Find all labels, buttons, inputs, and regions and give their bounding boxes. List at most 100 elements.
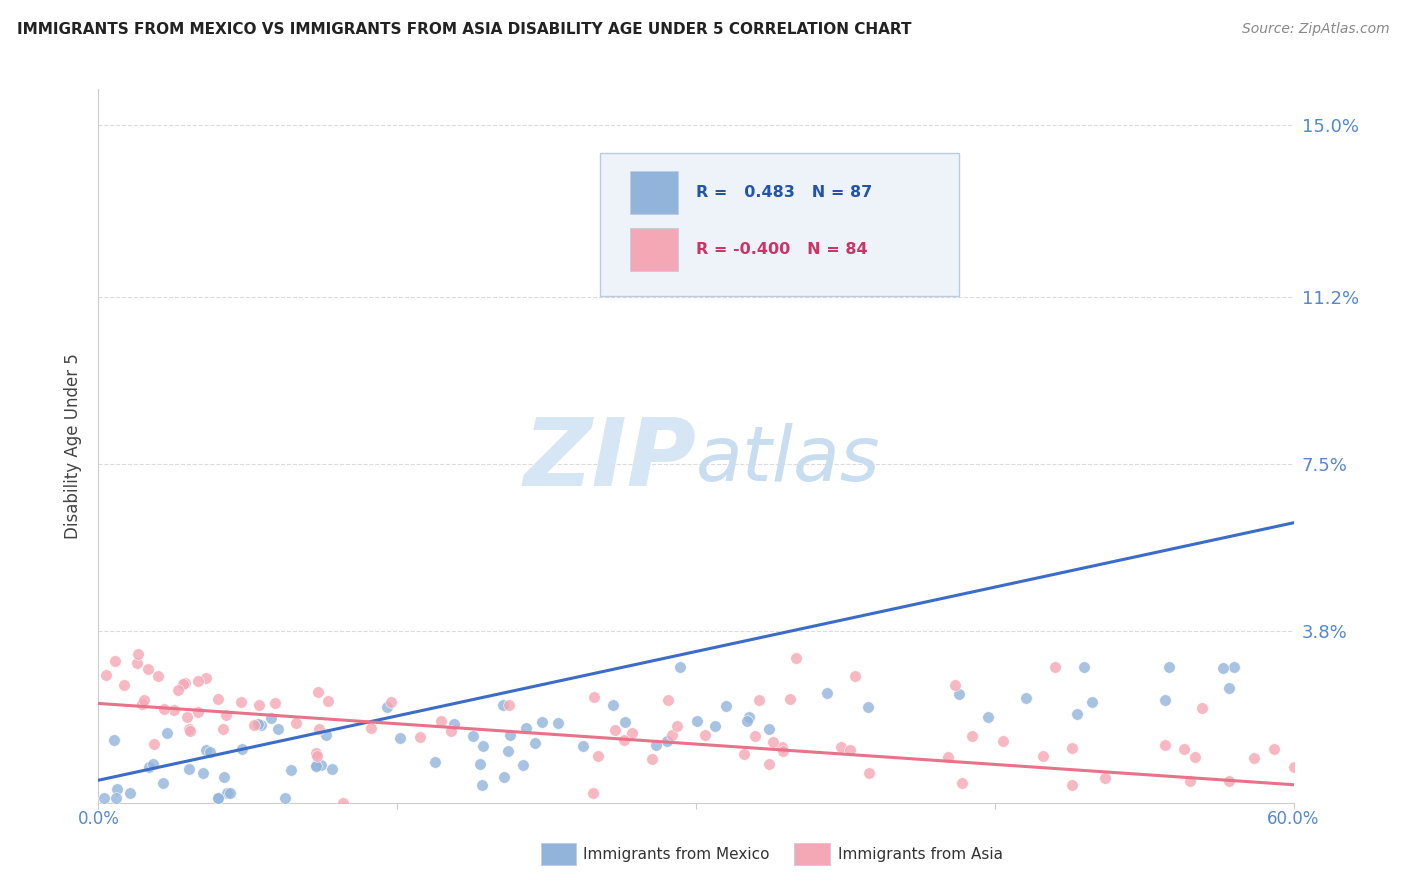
- Point: [207, 791, 229, 805]
- Point: [305, 759, 328, 773]
- Point: [217, 786, 239, 800]
- Point: [644, 738, 666, 752]
- Point: [195, 743, 218, 757]
- Text: Source: ZipAtlas.com: Source: ZipAtlas.com: [1241, 22, 1389, 37]
- Text: IMMIGRANTS FROM MEXICO VS IMMIGRANTS FROM ASIA DISABILITY AGE UNDER 5 CORRELATIO: IMMIGRANTS FROM MEXICO VS IMMIGRANTS FRO…: [17, 22, 911, 37]
- Point: [104, 654, 127, 668]
- Point: [1066, 707, 1088, 722]
- Point: [195, 671, 218, 685]
- Point: [657, 692, 679, 706]
- Point: [472, 739, 495, 753]
- Point: [1043, 660, 1066, 674]
- Point: [1062, 778, 1084, 792]
- Point: [263, 696, 285, 710]
- Point: [187, 673, 209, 688]
- Point: [134, 693, 156, 707]
- Point: [177, 723, 200, 737]
- Point: [1159, 660, 1181, 674]
- Point: [530, 714, 553, 729]
- Point: [547, 716, 569, 731]
- Point: [844, 669, 866, 683]
- Point: [950, 776, 973, 790]
- Point: [1094, 772, 1116, 786]
- Point: [779, 692, 801, 706]
- Point: [1060, 741, 1083, 756]
- Point: [737, 714, 759, 728]
- Point: [280, 764, 302, 778]
- Point: [613, 714, 636, 729]
- Point: [738, 710, 761, 724]
- Point: [785, 651, 807, 665]
- Point: [120, 786, 142, 800]
- Point: [112, 678, 135, 692]
- Point: [1243, 750, 1265, 764]
- Point: [231, 742, 253, 756]
- Point: [1218, 774, 1240, 789]
- Point: [714, 699, 737, 714]
- Point: [142, 756, 165, 771]
- Point: [948, 688, 970, 702]
- Point: [125, 656, 148, 670]
- Point: [207, 791, 229, 805]
- Point: [305, 746, 328, 760]
- Text: 60.0%: 60.0%: [1267, 810, 1320, 828]
- Point: [212, 722, 235, 736]
- Point: [512, 758, 534, 772]
- Point: [207, 692, 229, 706]
- Point: [733, 747, 755, 761]
- Point: [914, 195, 936, 210]
- Point: [463, 729, 485, 743]
- Point: [360, 722, 382, 736]
- Point: [586, 749, 609, 764]
- Point: [494, 770, 516, 784]
- Point: [93, 791, 115, 805]
- Y-axis label: Disability Age Under 5: Disability Age Under 5: [65, 353, 83, 539]
- Point: [770, 740, 793, 755]
- Point: [187, 705, 209, 719]
- Point: [991, 734, 1014, 748]
- Point: [582, 786, 605, 800]
- Point: [1223, 660, 1246, 674]
- Point: [409, 731, 432, 745]
- Point: [977, 710, 1000, 724]
- Point: [695, 728, 717, 742]
- Point: [772, 744, 794, 758]
- Point: [603, 723, 626, 738]
- Text: Immigrants from Mexico: Immigrants from Mexico: [583, 847, 770, 862]
- Point: [153, 702, 176, 716]
- Point: [318, 694, 340, 708]
- Point: [179, 724, 201, 739]
- Point: [665, 719, 688, 733]
- Point: [380, 695, 402, 709]
- Point: [669, 660, 692, 674]
- Point: [1073, 660, 1095, 674]
- Text: ZIP: ZIP: [523, 414, 696, 507]
- Point: [1184, 750, 1206, 764]
- Point: [138, 759, 160, 773]
- Point: [136, 662, 159, 676]
- Point: [1218, 681, 1240, 696]
- Point: [960, 729, 983, 743]
- Point: [524, 736, 547, 750]
- Point: [388, 731, 411, 745]
- Point: [167, 682, 190, 697]
- Point: [105, 781, 128, 796]
- Point: [703, 719, 725, 733]
- Point: [200, 745, 222, 759]
- Point: [267, 722, 290, 736]
- Point: [661, 728, 683, 742]
- Point: [641, 752, 664, 766]
- Point: [468, 756, 491, 771]
- Point: [515, 721, 537, 735]
- Point: [1015, 691, 1038, 706]
- Point: [94, 668, 117, 682]
- Point: [260, 711, 283, 725]
- Point: [103, 732, 125, 747]
- Point: [176, 710, 198, 724]
- Point: [758, 722, 780, 736]
- Text: 0.0%: 0.0%: [77, 810, 120, 828]
- Point: [377, 700, 399, 714]
- Point: [499, 728, 522, 742]
- Point: [839, 743, 862, 757]
- Point: [815, 686, 838, 700]
